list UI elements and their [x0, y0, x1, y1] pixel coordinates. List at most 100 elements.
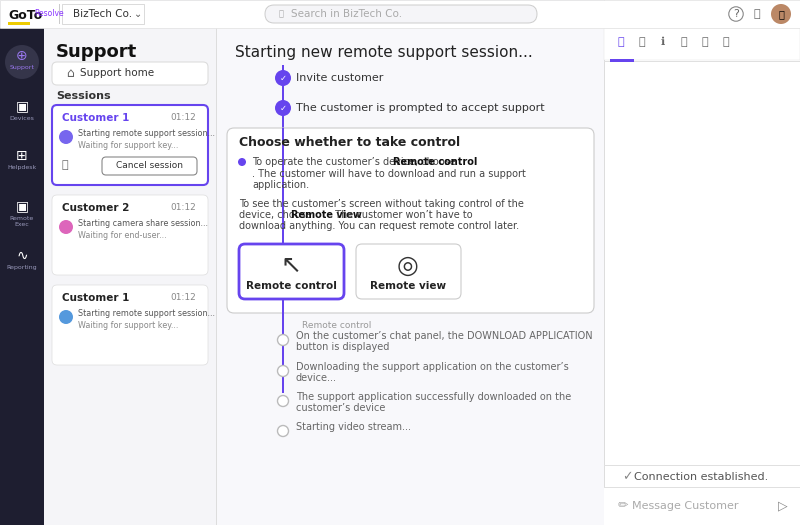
Bar [59, 4, 60, 24]
Text: Invite customer: Invite customer [296, 73, 383, 83]
FancyBboxPatch shape [52, 195, 208, 275]
Text: Message Customer: Message Customer [632, 501, 738, 511]
Text: 👥: 👥 [62, 160, 69, 170]
Text: 01:12: 01:12 [170, 113, 196, 122]
Text: application.: application. [252, 180, 309, 190]
Text: ⌄: ⌄ [134, 9, 142, 19]
Text: Starting remote support session...: Starting remote support session... [78, 309, 215, 318]
Circle shape [238, 158, 246, 166]
FancyBboxPatch shape [239, 244, 344, 299]
Text: . The customer won’t have to: . The customer won’t have to [329, 210, 472, 220]
Bar [216, 28, 217, 525]
Text: Exec: Exec [14, 223, 30, 227]
Text: Support: Support [10, 66, 34, 70]
Text: Remote view: Remote view [290, 210, 362, 220]
Bar [44, 28, 216, 525]
Text: BizTech Co.: BizTech Co. [74, 9, 133, 19]
Text: Helpdesk: Helpdesk [7, 165, 37, 171]
Text: ✓: ✓ [622, 470, 633, 484]
Text: ℹ: ℹ [661, 37, 665, 47]
Text: ⌂: ⌂ [66, 67, 74, 80]
FancyBboxPatch shape [356, 244, 461, 299]
Text: ⊞: ⊞ [16, 149, 28, 163]
Text: 🖥: 🖥 [681, 37, 687, 47]
Text: Waiting for end-user...: Waiting for end-user... [78, 230, 166, 239]
Text: ◎: ◎ [397, 254, 419, 278]
Text: 📊: 📊 [702, 37, 708, 47]
Text: 🖥: 🖥 [722, 37, 730, 47]
Text: Sessions: Sessions [56, 91, 110, 101]
Bar [604, 28, 800, 60]
Bar [282, 65, 284, 137]
Bar [610, 59, 634, 61]
Text: Customer 1: Customer 1 [62, 113, 130, 123]
Text: Starting camera share session...: Starting camera share session... [78, 218, 208, 227]
Text: Waiting for support key...: Waiting for support key... [78, 320, 178, 330]
Text: Remote control: Remote control [394, 157, 478, 167]
FancyBboxPatch shape [227, 128, 594, 313]
Bar [604, 61, 800, 62]
Text: Customer 1: Customer 1 [62, 293, 130, 303]
FancyBboxPatch shape [52, 62, 208, 85]
Text: Starting remote support session...: Starting remote support session... [78, 129, 215, 138]
Bar [8, 22, 30, 25]
Text: Devices: Devices [10, 116, 34, 121]
Bar [0, 28, 44, 525]
Text: 📁: 📁 [638, 37, 646, 47]
Circle shape [278, 425, 289, 436]
Text: ▣: ▣ [15, 99, 29, 113]
Text: Reporting: Reporting [6, 266, 38, 270]
Text: Starting video stream...: Starting video stream... [296, 422, 411, 432]
FancyBboxPatch shape [52, 105, 208, 185]
Text: Waiting for support key...: Waiting for support key... [78, 141, 178, 150]
Bar [0, 0, 800, 28]
Text: ↖: ↖ [281, 254, 302, 278]
Text: Support: Support [56, 43, 138, 61]
Text: ✓: ✓ [279, 74, 286, 82]
Bar [604, 465, 800, 466]
Text: ⊕: ⊕ [16, 49, 28, 63]
Circle shape [278, 334, 289, 345]
Text: Search in BizTech Co.: Search in BizTech Co. [291, 9, 402, 19]
Text: button is displayed: button is displayed [296, 342, 390, 352]
Text: ✓: ✓ [279, 103, 286, 112]
Bar [604, 0, 800, 525]
Text: 👤: 👤 [778, 9, 784, 19]
Text: To operate the customer’s device, choose: To operate the customer’s device, choose [252, 157, 459, 167]
Text: Connection established.: Connection established. [634, 472, 768, 482]
Text: On the customer’s chat panel, the DOWNLOAD APPLICATION: On the customer’s chat panel, the DOWNLO… [296, 331, 593, 341]
Text: GoTo: GoTo [8, 9, 42, 22]
Text: Support home: Support home [80, 68, 154, 79]
Bar [604, 487, 800, 525]
Text: . The customer will have to download and run a support: . The customer will have to download and… [252, 169, 526, 179]
Circle shape [59, 130, 73, 144]
Text: Downloading the support application on the customer’s: Downloading the support application on t… [296, 362, 569, 372]
Text: ▣: ▣ [15, 199, 29, 213]
Text: customer’s device: customer’s device [296, 403, 386, 413]
FancyBboxPatch shape [102, 157, 197, 175]
Circle shape [59, 310, 73, 324]
Text: The customer is prompted to accept support: The customer is prompted to accept suppo… [296, 103, 545, 113]
Text: Starting new remote support session...: Starting new remote support session... [235, 45, 533, 59]
Text: 🔍: 🔍 [279, 9, 284, 18]
Text: device...: device... [296, 373, 337, 383]
Bar [282, 128, 284, 393]
Text: 01:12: 01:12 [170, 204, 196, 213]
Text: Remote control: Remote control [246, 281, 337, 291]
Circle shape [5, 45, 39, 79]
Circle shape [275, 70, 291, 86]
Bar [604, 487, 800, 488]
Circle shape [278, 365, 289, 376]
FancyBboxPatch shape [265, 5, 537, 23]
Text: Resolve: Resolve [34, 9, 64, 18]
Text: ▷: ▷ [778, 499, 788, 512]
Text: ?: ? [733, 9, 739, 19]
Circle shape [278, 395, 289, 406]
Text: ∿: ∿ [16, 249, 28, 263]
Circle shape [59, 220, 73, 234]
Circle shape [771, 4, 791, 24]
Text: Remote: Remote [10, 215, 34, 220]
Bar [62, 4, 144, 24]
Circle shape [275, 100, 291, 116]
Text: Choose whether to take control: Choose whether to take control [239, 136, 460, 150]
